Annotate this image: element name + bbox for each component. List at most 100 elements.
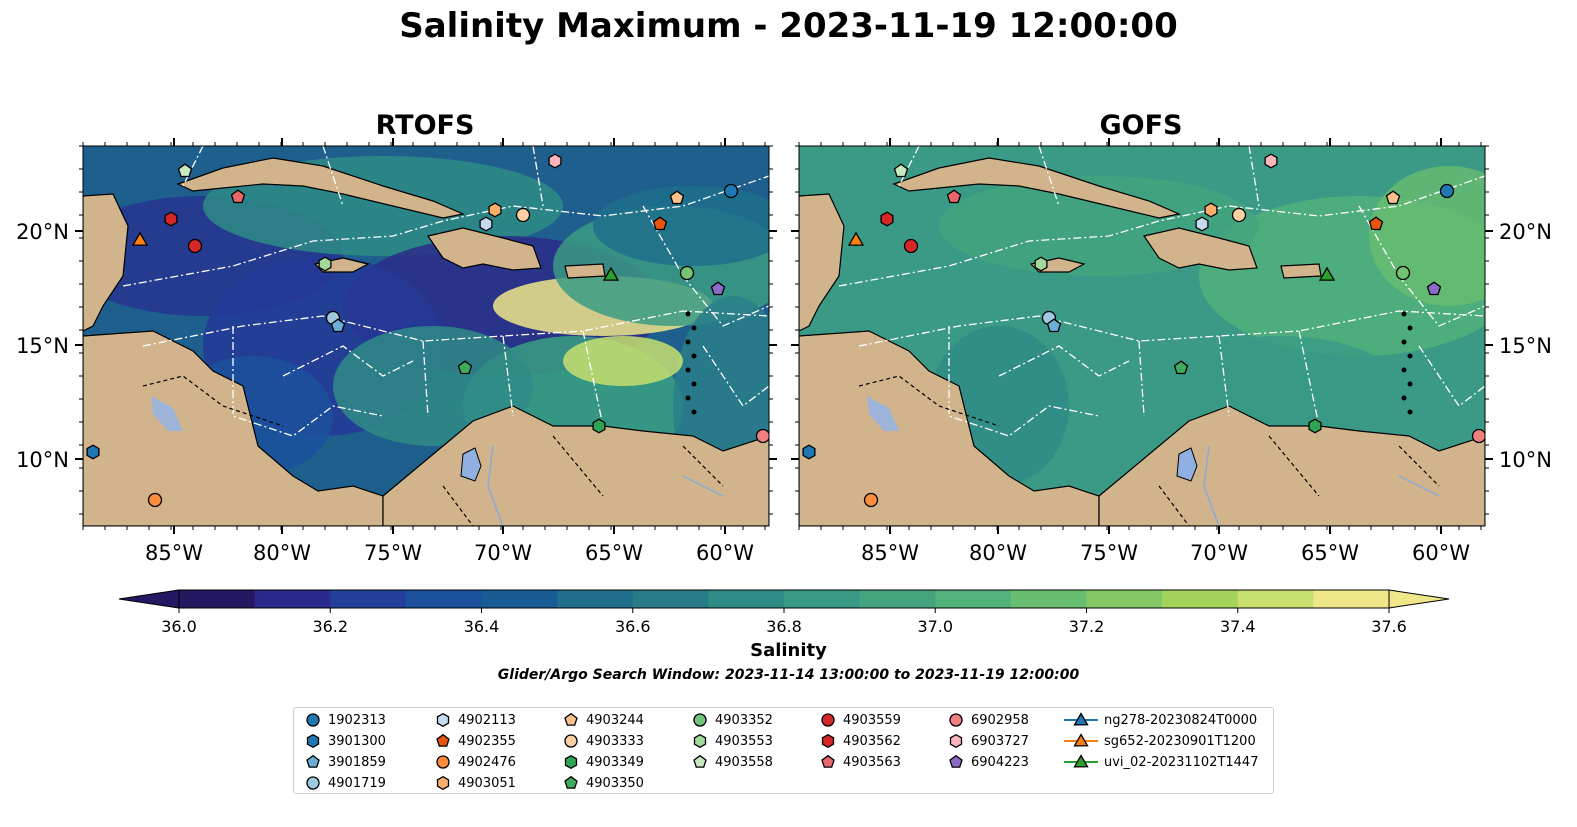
country-border (142, 375, 724, 526)
lat-tick-label: 10°N (16, 448, 69, 472)
lesser-antilles-island (1401, 367, 1407, 373)
lon-tick-label: 70°W (1190, 541, 1248, 565)
lesser-antilles-island (1407, 325, 1413, 331)
float-marker-6903727 (548, 153, 562, 169)
map-frame (82, 145, 770, 527)
float-marker-6902958 (755, 428, 769, 444)
lon-tick-label: 60°W (1412, 541, 1470, 565)
lon-tick-label: 65°W (1301, 541, 1359, 565)
float-marker-4903558 (177, 163, 193, 178)
yucatan-land (83, 193, 129, 332)
panel-title-rtofs: RTOFS (375, 110, 475, 141)
float-marker-4902355 (1368, 216, 1384, 231)
legend: 1902313 3901300 3901859 4901719 4902113 49023… (293, 707, 1274, 794)
float-marker-4902476 (147, 492, 163, 508)
lon-tick-label: 65°W (585, 541, 643, 565)
legend-label: uvi_02-20231102T1447 (1104, 754, 1259, 770)
legend-label: ng278-20230824T0000 (1104, 712, 1258, 728)
lon-tick-label: 80°W (969, 541, 1027, 565)
float-marker-6904223 (710, 281, 726, 296)
legend-label: 4902355 (458, 733, 516, 749)
legend-label: 4902476 (458, 754, 516, 770)
colorbar-bin (254, 590, 331, 608)
float-marker-3901859 (330, 318, 346, 333)
cuba-land (892, 157, 1181, 219)
colorbar-tick-label: 37.6 (1371, 617, 1407, 636)
legend-item: 4903562 (819, 731, 901, 751)
lake-nicaragua (867, 396, 899, 431)
colorbar-bin (784, 590, 861, 608)
legend-marker-icon (949, 754, 963, 768)
float-marker-4903333 (1231, 207, 1247, 223)
legend-marker-icon (564, 775, 578, 789)
hispaniola-land (427, 227, 542, 271)
colorbar-tick-label: 36.4 (464, 617, 500, 636)
legend-marker-icon (1064, 733, 1098, 747)
cuba-land (176, 157, 465, 219)
float-marker-4903558 (893, 163, 909, 178)
lesser-antilles-island (691, 409, 697, 415)
river (487, 445, 724, 526)
colorbar-label: Salinity (750, 640, 827, 661)
legend-marker-icon (564, 712, 578, 726)
legend-item: 4903333 (562, 731, 644, 751)
legend-item: uvi_02-20231102T1447 (1064, 752, 1258, 772)
lesser-antilles-island (691, 353, 697, 359)
colorbar-extend-low (118, 589, 180, 609)
legend-marker-icon (436, 775, 450, 791)
hispaniola-land (1143, 227, 1258, 271)
float-marker-6903727 (1264, 153, 1278, 169)
legend-item: 3901300 (304, 731, 386, 751)
legend-label: 4903562 (843, 733, 901, 749)
lesser-antilles-island (691, 381, 697, 387)
colorbar-bin (1086, 590, 1163, 608)
colorbar-bin (1162, 590, 1239, 608)
float-marker-6904223 (1426, 281, 1442, 296)
float-marker-uvi_02-20231102T1447 (602, 266, 620, 281)
figure-title: Salinity Maximum - 2023-11-19 12:00:00 (399, 6, 1178, 46)
colorbar-tick-label: 36.8 (766, 617, 802, 636)
float-marker-4903350 (1173, 360, 1189, 375)
float-marker-4903559 (903, 238, 919, 254)
float-marker-sg652-20230901T1200 (131, 231, 149, 246)
float-marker-4902113 (1195, 216, 1209, 232)
colorbar-tick-label: 37.2 (1069, 617, 1105, 636)
legend-marker-icon (1064, 754, 1098, 768)
lesser-antilles-island (685, 395, 691, 401)
eez-boundary (232, 326, 384, 437)
legend-item: 4903553 (691, 731, 773, 751)
legend-label: 4903333 (586, 733, 644, 749)
float-marker-uvi_02-20231102T1447 (1318, 266, 1336, 281)
float-marker-4903051 (1204, 202, 1218, 218)
lake-nicaragua (151, 396, 183, 431)
legend-marker-icon (949, 713, 963, 727)
float-marker-4903349 (1308, 418, 1322, 434)
legend-label: 4903244 (586, 712, 644, 728)
legend-marker-icon (306, 713, 320, 727)
rtofs-map: 85°W 80°W 75°W 70°W 65°W 60°W 20°N 15°N 10°N (16, 138, 777, 565)
colorbar-bin (935, 590, 1012, 608)
lat-tick-label: 20°N (1499, 220, 1552, 244)
map-frame (798, 145, 1486, 527)
float-marker-4903553 (1034, 256, 1048, 272)
lake-maracaibo (1176, 447, 1198, 482)
legend-item: 6902958 (947, 710, 1029, 730)
lesser-antilles-island (1407, 381, 1413, 387)
lat-tick-label: 10°N (1499, 448, 1552, 472)
south-america-land (382, 405, 769, 526)
salinity-patch (563, 336, 683, 386)
lesser-antilles-island (691, 325, 697, 331)
float-marker-4902355 (652, 216, 668, 231)
eez-boundary (282, 345, 414, 377)
legend-item: ng278-20230824T0000 (1064, 710, 1257, 730)
colorbar-bin (330, 590, 407, 608)
float-marker-4903559 (187, 238, 203, 254)
float-marker-4903350 (457, 360, 473, 375)
colorbar-bin (405, 590, 482, 608)
legend-marker-icon (821, 713, 835, 727)
legend-item: 4901719 (304, 773, 386, 793)
legend-marker-icon (564, 754, 578, 770)
legend-label: 4903350 (586, 775, 644, 791)
lat-tick-label: 15°N (16, 334, 69, 358)
float-marker-3901300 (802, 444, 816, 460)
